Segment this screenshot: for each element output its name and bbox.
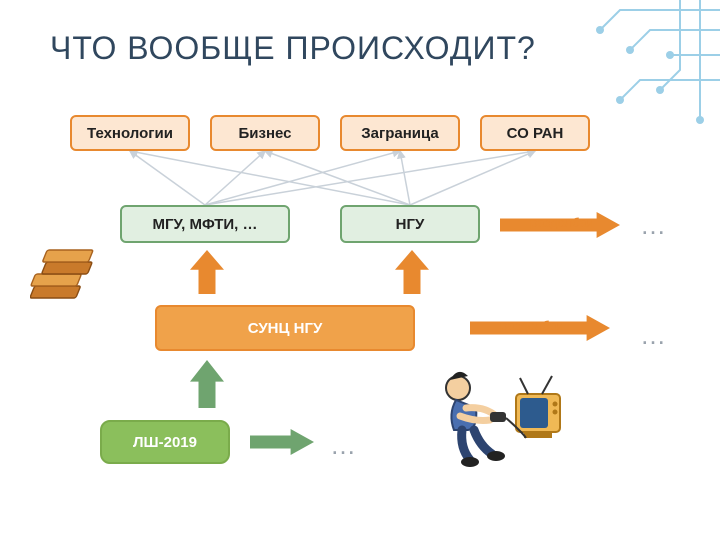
node-label: Заграница (361, 125, 439, 142)
arrow-up-to-ngu (395, 250, 429, 294)
label-razdolbai-1: раздолбаи (530, 215, 594, 230)
node-label: МГУ, МФТИ, … (153, 216, 258, 233)
node-label: Технологии (87, 125, 173, 142)
arrow-up-to-mgu (190, 250, 224, 294)
node-abroad: Заграница (340, 115, 460, 151)
node-mgu-mfti: МГУ, МФТИ, … (120, 205, 290, 243)
node-label: СО РАН (507, 125, 564, 142)
node-ngu: НГУ (340, 205, 480, 243)
node-label: НГУ (396, 216, 425, 233)
node-lsh-2019: ЛШ-2019 (100, 420, 230, 464)
node-sunts-ngu: СУНЦ НГУ (155, 305, 415, 351)
ellipsis-1: … (640, 210, 666, 241)
arrow-up-to-sunts (190, 360, 224, 408)
label-razdolbai-2: раздолбаи (500, 318, 564, 333)
page-title: ЧТО ВООБЩЕ ПРОИСХОДИТ? (50, 30, 536, 67)
gamer-tv-icon (420, 360, 570, 480)
node-label: СУНЦ НГУ (248, 320, 323, 337)
node-label: Бизнес (238, 125, 291, 142)
node-so-ran: СО РАН (480, 115, 590, 151)
ellipsis-2: … (640, 320, 666, 351)
node-label: ЛШ-2019 (133, 434, 197, 451)
node-technologies: Технологии (70, 115, 190, 151)
books-icon (30, 240, 110, 320)
ellipsis-3: … (330, 430, 356, 461)
node-business: Бизнес (210, 115, 320, 151)
arrow-right-from-lsh (250, 429, 314, 455)
